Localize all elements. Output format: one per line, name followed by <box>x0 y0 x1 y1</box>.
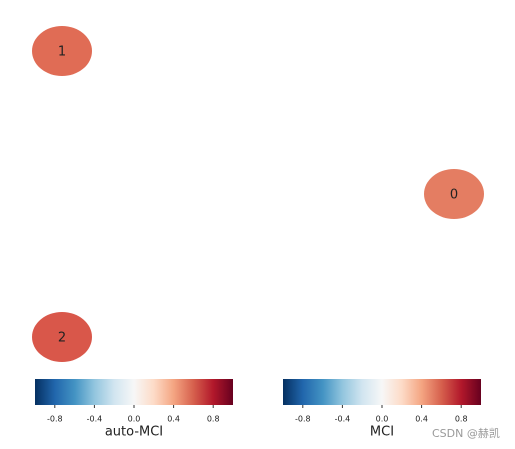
tick-label: 0.4 <box>415 415 428 424</box>
colorbar <box>35 379 233 405</box>
colorbar-label: auto-MCI <box>105 425 163 440</box>
tick-label: -0.8 <box>295 415 311 424</box>
colorbar <box>283 379 481 405</box>
tick-label: 0.4 <box>167 415 180 424</box>
tick-label: -0.4 <box>87 415 103 424</box>
node <box>32 26 92 76</box>
colorbar-label: MCI <box>370 425 394 440</box>
tick-label: 0.8 <box>455 415 468 424</box>
node <box>32 312 92 362</box>
tick-label: 0.0 <box>376 415 389 424</box>
node <box>424 169 484 219</box>
tick-label: -0.4 <box>335 415 351 424</box>
watermark: CSDN @赫凯 <box>432 427 500 440</box>
node-label: 2 <box>58 331 66 346</box>
tick-label: 0.8 <box>207 415 220 424</box>
tick-label: -0.8 <box>47 415 63 424</box>
node-label: 1 <box>58 45 66 60</box>
tick-label: 0.0 <box>128 415 141 424</box>
node-label: 0 <box>450 188 458 203</box>
